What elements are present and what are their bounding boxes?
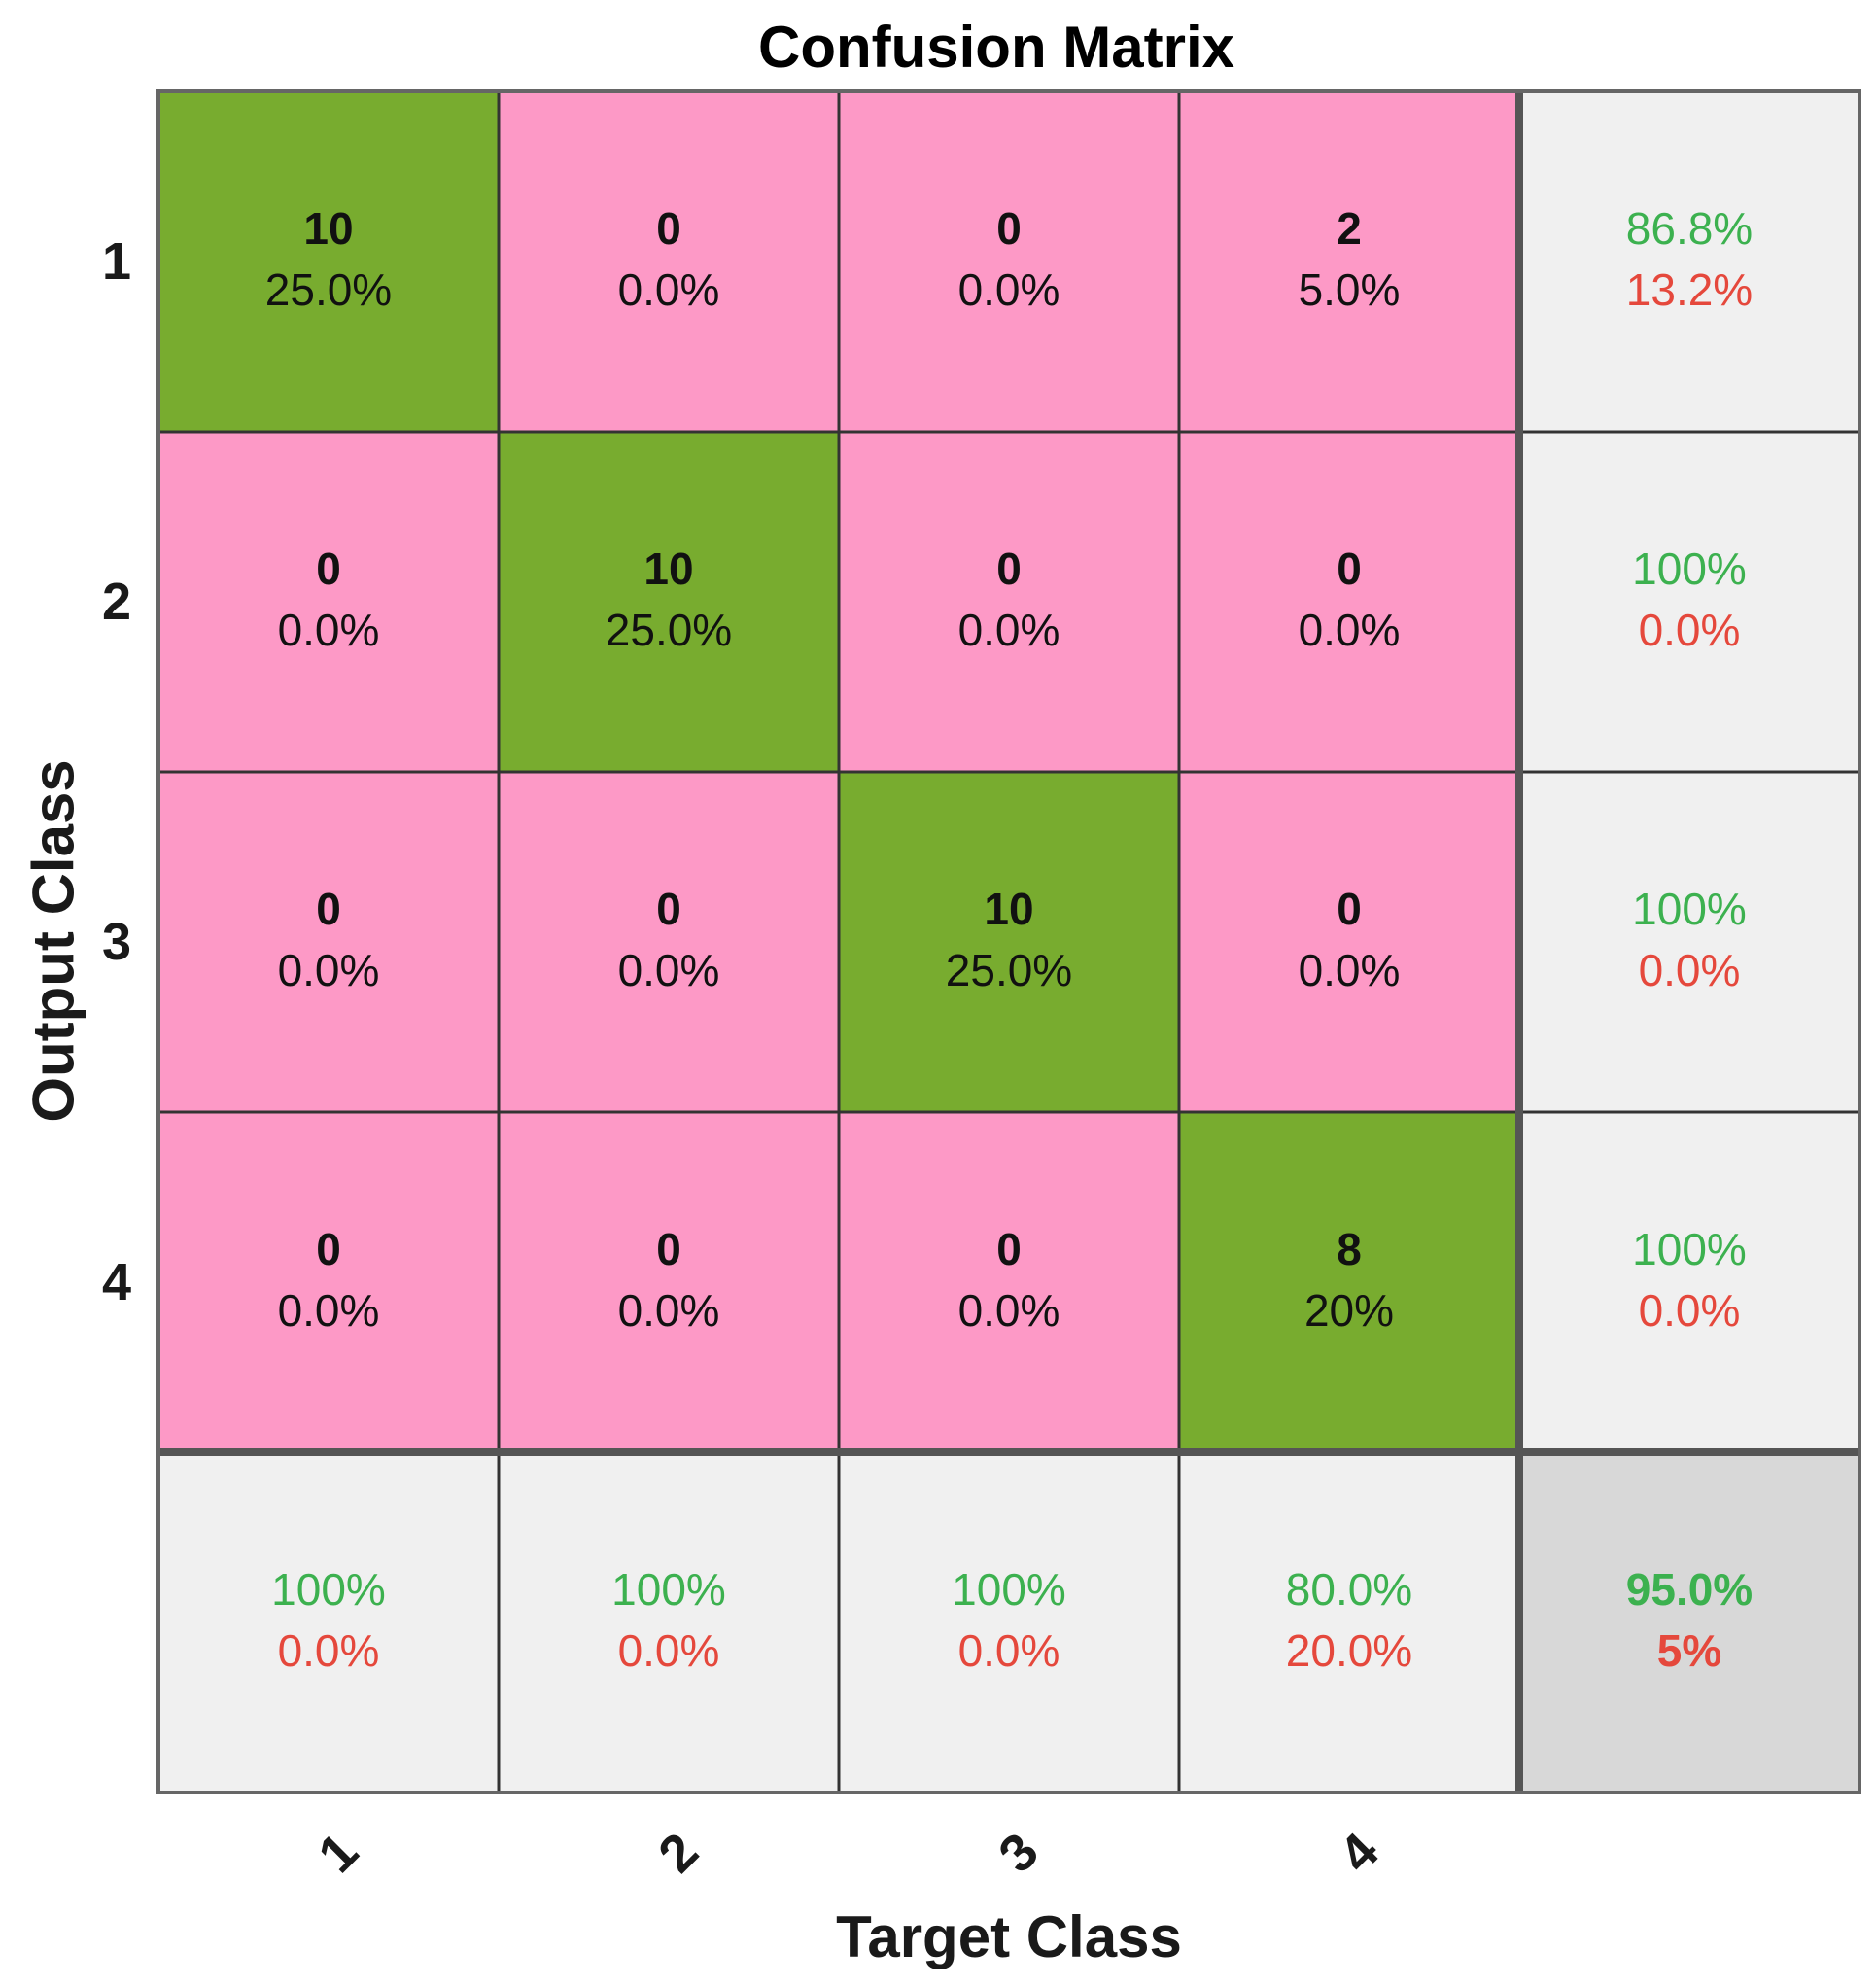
y-tick-label-4: 4 <box>102 1253 131 1311</box>
x-tick-label-3: 3 <box>988 1822 1050 1884</box>
row-summary-4-label-top: 100% <box>1632 1224 1747 1274</box>
matrix-cell-r2-c2 <box>497 430 841 774</box>
column-summary-cell-2 <box>497 1450 841 1794</box>
row-summary-1-label-bottom: 13.2% <box>1626 264 1753 315</box>
cell-r4-c3-label-bottom: 0.0% <box>958 1285 1060 1336</box>
matrix-cell-r2-c4 <box>1177 430 1521 774</box>
row-summary-1-label-top: 86.8% <box>1626 203 1753 254</box>
row-summary-2-label-top: 100% <box>1632 543 1747 594</box>
cell-r2-c1-label-bottom: 0.0% <box>278 605 380 655</box>
column-summary-3-label-top: 100% <box>952 1564 1066 1615</box>
cell-r1-c1-label-top: 10 <box>303 203 353 254</box>
cell-r2-c4-label-top: 0 <box>1337 543 1362 594</box>
matrix-cell-r4-c2 <box>497 1110 841 1454</box>
matrix-cell-r2-c1 <box>156 430 501 774</box>
cell-r2-c3-label-bottom: 0.0% <box>958 605 1060 655</box>
column-summary-4-label-top: 80.0% <box>1286 1564 1412 1615</box>
cell-r3-c2-label-top: 0 <box>656 884 681 934</box>
row-summary-3-label-bottom: 0.0% <box>1639 945 1741 995</box>
matrix-cell-r3-c3 <box>837 770 1181 1114</box>
y-tick-label-3: 3 <box>102 913 131 971</box>
overall-summary-cell <box>1517 1450 1861 1794</box>
chart-title: Confusion Matrix <box>758 15 1234 80</box>
row-summary-cell-4 <box>1517 1110 1861 1454</box>
row-summary-3-label-top: 100% <box>1632 884 1747 934</box>
matrix-cell-r4-c1 <box>156 1110 501 1454</box>
column-summary-2-label-bottom: 0.0% <box>618 1625 720 1676</box>
matrix-cell-r4-c4 <box>1177 1110 1521 1454</box>
matrix-cell-r4-c3 <box>837 1110 1181 1454</box>
cell-r2-c3-label-top: 0 <box>996 543 1022 594</box>
x-tick-label-4: 4 <box>1328 1822 1390 1884</box>
matrix-cell-r3-c1 <box>156 770 501 1114</box>
matrix-cell-r3-c2 <box>497 770 841 1114</box>
column-summary-2-label-top: 100% <box>611 1564 726 1615</box>
cell-r1-c4-label-bottom: 5.0% <box>1299 264 1401 315</box>
x-tick-label-1: 1 <box>307 1822 369 1884</box>
cell-r4-c2-label-bottom: 0.0% <box>618 1285 720 1336</box>
column-summary-4-label-bottom: 20.0% <box>1286 1625 1412 1676</box>
cell-r1-c3-label-top: 0 <box>996 203 1022 254</box>
cell-r2-c1-label-top: 0 <box>316 543 341 594</box>
cell-r3-c2-label-bottom: 0.0% <box>618 945 720 995</box>
matrix-cell-r2-c3 <box>837 430 1181 774</box>
column-summary-cell-3 <box>837 1450 1181 1794</box>
column-summary-3-label-bottom: 0.0% <box>958 1625 1060 1676</box>
matrix-outer-border <box>156 89 1861 1794</box>
cell-r4-c1-label-top: 0 <box>316 1224 341 1274</box>
row-summary-2-label-bottom: 0.0% <box>1639 605 1741 655</box>
row-summary-4-label-bottom: 0.0% <box>1639 1285 1741 1336</box>
matrix-cell-r3-c4 <box>1177 770 1521 1114</box>
row-summary-cell-1 <box>1517 89 1861 434</box>
matrix-cell-r1-c2 <box>497 89 841 434</box>
matrix-cell-r1-c4 <box>1177 89 1521 434</box>
matrix-cell-r1-c3 <box>837 89 1181 434</box>
cell-r4-c4-label-top: 8 <box>1337 1224 1362 1274</box>
cell-r3-c1-label-top: 0 <box>316 884 341 934</box>
cell-r3-c1-label-bottom: 0.0% <box>278 945 380 995</box>
cell-r4-c2-label-top: 0 <box>656 1224 681 1274</box>
column-summary-cell-1 <box>156 1450 501 1794</box>
column-summary-1-label-top: 100% <box>271 1564 386 1615</box>
column-summary-1-label-bottom: 0.0% <box>278 1625 380 1676</box>
cell-r3-c4-label-top: 0 <box>1337 884 1362 934</box>
row-summary-cell-3 <box>1517 770 1861 1114</box>
cell-r2-c4-label-bottom: 0.0% <box>1299 605 1401 655</box>
matrix-cell-r1-c1 <box>156 89 501 434</box>
cell-r3-c3-label-top: 10 <box>984 884 1033 934</box>
cell-r2-c2-label-bottom: 25.0% <box>606 605 732 655</box>
x-tick-label-2: 2 <box>647 1822 710 1884</box>
cell-r1-c2-label-top: 0 <box>656 203 681 254</box>
overall-summary-label-top: 95.0% <box>1626 1564 1753 1615</box>
y-tick-label-1: 1 <box>102 232 131 291</box>
cell-r1-c3-label-bottom: 0.0% <box>958 264 1060 315</box>
cell-r1-c2-label-bottom: 0.0% <box>618 264 720 315</box>
row-summary-cell-2 <box>1517 430 1861 774</box>
y-tick-label-2: 2 <box>102 573 131 631</box>
cell-r4-c3-label-top: 0 <box>996 1224 1022 1274</box>
column-summary-cell-4 <box>1177 1450 1521 1794</box>
cell-r4-c4-label-bottom: 20% <box>1304 1285 1394 1336</box>
cell-r3-c4-label-bottom: 0.0% <box>1299 945 1401 995</box>
overall-summary-label-bottom: 5% <box>1657 1625 1721 1676</box>
cell-r1-c4-label-top: 2 <box>1337 203 1362 254</box>
cell-r3-c3-label-bottom: 25.0% <box>946 945 1072 995</box>
x-axis-label: Target Class <box>836 1904 1182 1969</box>
cell-r2-c2-label-top: 10 <box>643 543 693 594</box>
cell-r1-c1-label-bottom: 25.0% <box>265 264 392 315</box>
cell-r4-c1-label-bottom: 0.0% <box>278 1285 380 1336</box>
